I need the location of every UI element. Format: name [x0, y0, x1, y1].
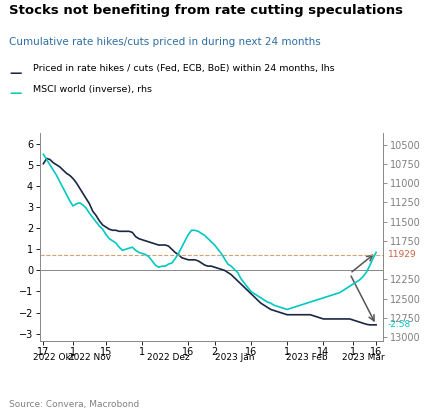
Text: 2023 Jän: 2023 Jän: [214, 353, 254, 362]
Text: 2023 Mär: 2023 Mär: [342, 353, 384, 362]
Text: Source: Convera, Macrobond: Source: Convera, Macrobond: [9, 399, 139, 409]
Text: MSCI world (inverse), rhs: MSCI world (inverse), rhs: [33, 85, 152, 94]
Text: 2022 Nov: 2022 Nov: [68, 353, 111, 362]
Text: Priced in rate hikes / cuts (Fed, ECB, BoE) within 24 months, lhs: Priced in rate hikes / cuts (Fed, ECB, B…: [33, 64, 335, 74]
Text: 2023 Feb: 2023 Feb: [286, 353, 328, 362]
Text: Stocks not benefiting from rate cutting speculations: Stocks not benefiting from rate cutting …: [9, 4, 403, 17]
Text: 11929: 11929: [388, 250, 417, 259]
Text: -2.58: -2.58: [388, 320, 411, 329]
Text: —: —: [9, 67, 21, 79]
Text: 2022 Dez: 2022 Dez: [147, 353, 190, 362]
Text: Cumulative rate hikes/cuts priced in during next 24 months: Cumulative rate hikes/cuts priced in dur…: [9, 37, 321, 47]
Text: 2022 Okt: 2022 Okt: [32, 353, 74, 362]
Text: —: —: [9, 87, 21, 100]
